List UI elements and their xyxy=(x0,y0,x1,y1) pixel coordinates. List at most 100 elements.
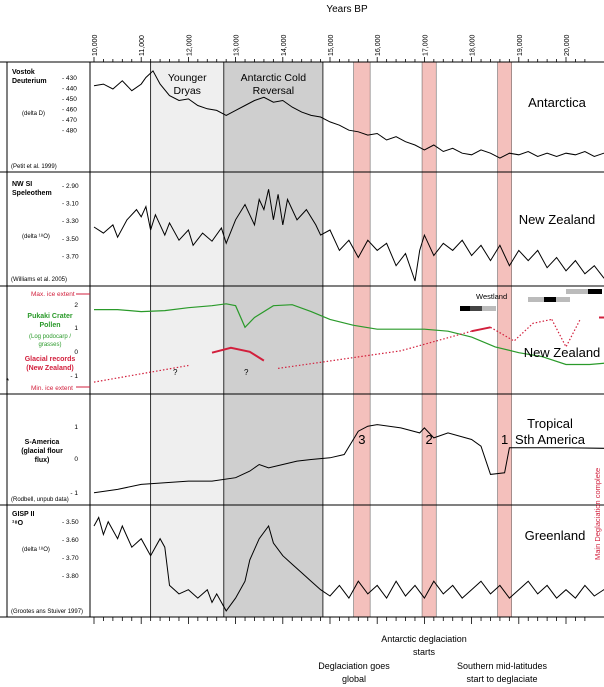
y-tick-label: - 3.70 xyxy=(62,253,79,260)
westland-block xyxy=(482,306,496,311)
region-label: Greenland xyxy=(525,528,586,543)
series-line xyxy=(93,424,604,494)
annotation-text: start to deglaciate xyxy=(466,674,537,684)
glacial-series-line xyxy=(278,330,472,369)
y-tick-label: 0 xyxy=(74,456,78,463)
y-tick-label: 1 xyxy=(74,424,78,431)
westland-block xyxy=(544,297,556,302)
panel-unit: (delta D) xyxy=(22,111,45,117)
annotation-text: Deglaciation goes xyxy=(318,661,390,671)
y-tick-label: - 3.70 xyxy=(62,555,79,562)
y-tick-label: - 430 xyxy=(62,75,77,82)
x-tick-label: 18,000 xyxy=(470,34,477,56)
x-tick-label: 10,000 xyxy=(92,34,99,56)
y-tick-label: - 480 xyxy=(62,128,77,135)
question-mark: ? xyxy=(244,368,249,377)
y-tick-label: - 450 xyxy=(62,96,77,103)
panel-label: GISP II xyxy=(12,511,34,518)
x-tick-label: 19,000 xyxy=(517,34,524,56)
panel-source: (Petit et al. 1999) xyxy=(11,164,57,170)
glacial-label: (New Zealand) xyxy=(26,365,73,372)
x-tick-label: 13,000 xyxy=(234,34,241,56)
y-tick-label: - 460 xyxy=(62,107,77,114)
x-tick-label: 14,000 xyxy=(281,34,288,56)
panel-label: S-America xyxy=(25,439,60,446)
westland-block xyxy=(470,306,482,311)
max-ice-label: Max. ice extent xyxy=(31,291,75,298)
westland-label: Westland xyxy=(476,292,507,301)
series-line xyxy=(93,70,604,159)
chart-title: Years BP xyxy=(326,4,368,15)
panel-label: (glacial flour xyxy=(21,448,63,455)
panel-label: flux) xyxy=(35,457,50,464)
panel-source: (Grootes ans Stuiver 1997) xyxy=(11,609,83,615)
y-tick-label: - 2.90 xyxy=(62,183,79,190)
pollen-label: Pukaki Crater xyxy=(27,313,72,320)
vertical-note: Main Deglaciation complete xyxy=(593,468,602,560)
x-tick-label: 12,000 xyxy=(186,34,193,56)
x-tick-label: 16,000 xyxy=(375,34,382,56)
y-tick-label: - 3.10 xyxy=(62,201,79,208)
y-tick-label: 2 xyxy=(74,302,78,309)
annotation-text: global xyxy=(342,674,366,684)
region-label: New Zealand xyxy=(524,345,601,360)
annotation-text: starts xyxy=(413,647,436,657)
y-tick-label: 1 xyxy=(74,325,78,332)
series-line xyxy=(93,516,604,612)
glacial-series-line xyxy=(211,346,265,362)
y-tick-label: 0 xyxy=(74,349,78,356)
event-number: 3 xyxy=(358,432,365,447)
y-tick-label: - 3.80 xyxy=(62,573,79,580)
event-band xyxy=(497,61,512,618)
x-tick-label: 15,000 xyxy=(328,34,335,56)
region-label: New Zealand xyxy=(519,212,596,227)
panel-label: NW SI xyxy=(12,181,32,188)
glacial-series-line xyxy=(551,319,581,349)
min-ice-label: Min. ice extent xyxy=(31,385,73,392)
westland-block xyxy=(528,297,544,302)
annotation-text: Antarctic deglaciation xyxy=(381,634,467,644)
pollen-unit: grasses) xyxy=(38,342,61,348)
x-tick-label: 11,000 xyxy=(139,35,146,56)
y-tick-label: - 470 xyxy=(62,117,77,124)
region-label: Antarctica xyxy=(528,95,587,110)
star-marker: * xyxy=(6,377,9,386)
x-tick-label: 17,000 xyxy=(422,34,429,56)
panel-label: Deuterium xyxy=(12,78,47,85)
event-number: 1 xyxy=(501,432,508,447)
event-number: 2 xyxy=(426,432,433,447)
panel-label: Vostok xyxy=(12,69,35,76)
y-tick-label: - 3.50 xyxy=(62,519,79,526)
westland-block xyxy=(460,306,470,311)
westland-block xyxy=(588,289,602,294)
panel-label: Speleothem xyxy=(12,190,52,197)
shaded-period-label: Reversal xyxy=(253,85,294,97)
panel-label: ¹⁸O xyxy=(12,520,24,527)
shaded-period-label: Antarctic Cold xyxy=(241,72,307,84)
panel-unit: (delta ¹⁸O) xyxy=(22,233,50,240)
series-line xyxy=(93,189,604,282)
panel-source: (Rodbell, unpub data) xyxy=(11,497,69,503)
glacial-label: Glacial records xyxy=(25,356,76,363)
shaded-period xyxy=(223,62,323,617)
y-tick-label: - 440 xyxy=(62,86,77,93)
y-tick-label: - 3.60 xyxy=(62,537,79,544)
shaded-period xyxy=(150,62,224,617)
panel-source: (Williams et al. 2005) xyxy=(11,277,67,283)
pollen-series-line xyxy=(94,303,604,366)
region-label: Sth America xyxy=(515,432,586,447)
pollen-label: Pollen xyxy=(39,322,60,329)
question-mark: ? xyxy=(173,368,178,377)
westland-block xyxy=(556,297,570,302)
x-tick-label: 20,000 xyxy=(564,34,571,56)
westland-block xyxy=(566,289,588,294)
panel-unit: (delta ¹⁸O) xyxy=(22,546,50,553)
y-tick-label: - 1 xyxy=(70,490,78,497)
shaded-period-label: Dryas xyxy=(174,85,201,97)
annotation-text: Southern mid-latitudes xyxy=(457,661,548,671)
shaded-period-label: Younger xyxy=(168,72,207,84)
y-tick-label: - 1 xyxy=(70,373,78,380)
y-tick-label: - 3.50 xyxy=(62,236,79,243)
glacial-series-line xyxy=(471,326,491,333)
